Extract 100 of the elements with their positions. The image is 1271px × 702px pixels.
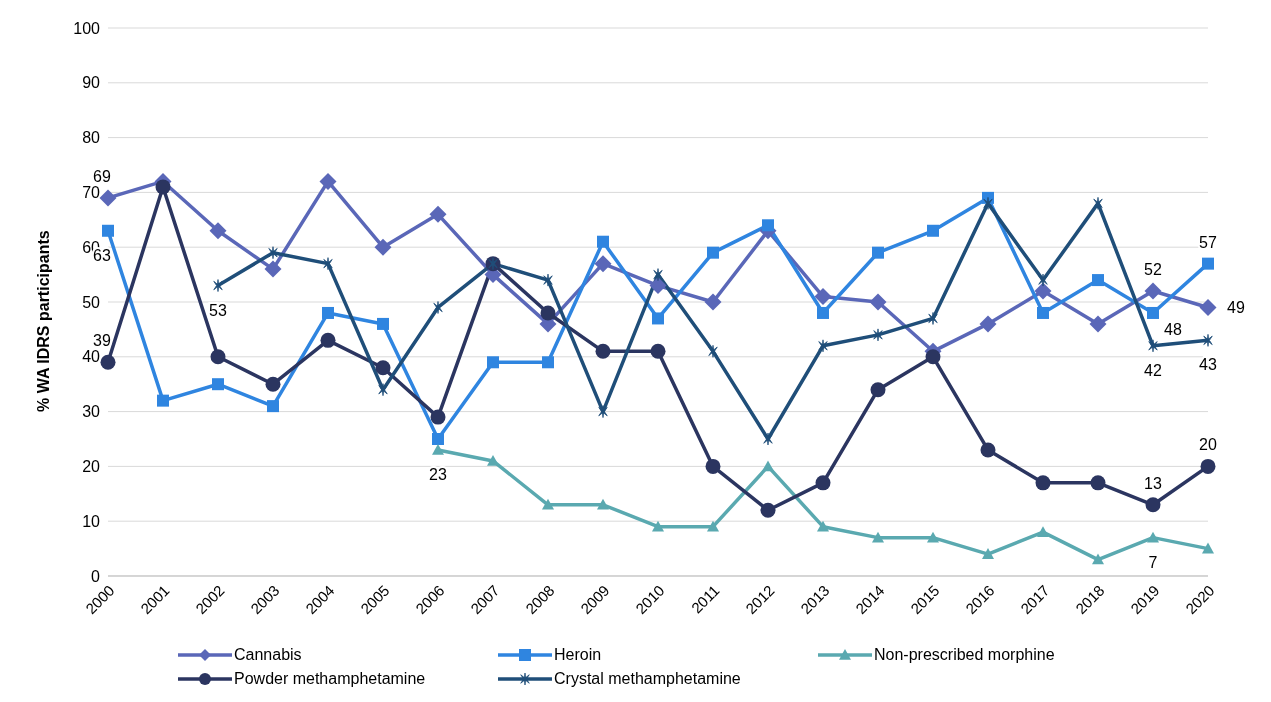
point (1092, 553, 1104, 565)
point (268, 246, 278, 260)
point (1202, 257, 1214, 270)
point (1038, 273, 1048, 287)
y-tick-label: 70 (82, 184, 101, 202)
point (99, 189, 117, 207)
data-label: 20 (1199, 436, 1217, 454)
point (595, 343, 611, 359)
point (100, 354, 116, 370)
point (925, 349, 941, 365)
point (815, 475, 831, 491)
data-label: 53 (209, 301, 227, 319)
data-label: 52 (1144, 261, 1162, 279)
data-label: 39 (93, 332, 111, 350)
point (374, 238, 392, 256)
point (1145, 497, 1161, 513)
point (487, 454, 499, 466)
point (704, 293, 722, 311)
point (1092, 274, 1104, 287)
point (540, 305, 556, 321)
legend-label: Heroin (554, 646, 602, 664)
point (323, 257, 333, 271)
data-label: 57 (1199, 233, 1217, 251)
y-tick-label: 0 (91, 567, 101, 585)
point (870, 382, 886, 398)
point (1148, 339, 1158, 353)
y-tick-label: 50 (82, 293, 101, 311)
point (1037, 526, 1049, 537)
point (432, 443, 444, 455)
point (872, 246, 884, 259)
data-label: 42 (1144, 361, 1162, 379)
point (429, 205, 447, 223)
point (817, 306, 829, 319)
point (319, 172, 337, 190)
point (487, 356, 499, 369)
legend-label: Cannabis (234, 646, 302, 664)
data-label: 23 (429, 465, 447, 483)
point (1203, 333, 1213, 347)
legend-label: Non-prescribed morphine (874, 646, 1055, 664)
point (652, 312, 664, 325)
y-tick-label: 30 (82, 403, 101, 421)
point (375, 360, 391, 376)
point (1199, 298, 1217, 316)
point (705, 458, 721, 474)
point (377, 317, 389, 330)
y-tick-label: 20 (82, 458, 101, 476)
point (432, 433, 444, 445)
point (979, 315, 997, 333)
point (542, 356, 554, 369)
point (157, 394, 169, 407)
point (1090, 475, 1106, 491)
point (1089, 315, 1107, 333)
point (1035, 475, 1051, 491)
legend-label: Crystal methamphetamine (554, 670, 741, 688)
point (210, 349, 226, 365)
point (1144, 282, 1162, 300)
point (213, 279, 223, 292)
point (543, 273, 553, 287)
point (650, 343, 666, 359)
point (1034, 282, 1052, 300)
point (649, 277, 667, 295)
y-tick-label: 100 (73, 19, 101, 37)
point (102, 224, 114, 237)
data-label: 49 (1227, 299, 1245, 317)
point (818, 339, 828, 353)
point (983, 196, 993, 210)
point (873, 328, 883, 342)
point (1147, 306, 1159, 319)
y-tick-label: 40 (82, 348, 101, 366)
point (763, 432, 773, 446)
point (320, 332, 336, 348)
point (707, 246, 719, 259)
point (762, 219, 774, 232)
y-tick-label: 80 (82, 129, 101, 147)
point (264, 260, 282, 278)
point (322, 306, 334, 319)
point (433, 301, 443, 314)
y-tick-label: 10 (82, 512, 101, 530)
point (980, 442, 996, 458)
point (928, 312, 938, 325)
point (598, 405, 608, 418)
point (597, 498, 609, 510)
point (209, 222, 227, 240)
y-axis-title: % WA IDRS participants (34, 230, 52, 412)
point (155, 179, 171, 195)
point (1202, 542, 1214, 554)
data-label: 48 (1164, 320, 1182, 338)
point (708, 344, 718, 358)
point (212, 378, 224, 391)
point (762, 460, 774, 472)
point (653, 268, 663, 281)
point (982, 548, 994, 559)
data-label: 43 (1199, 356, 1217, 374)
point (267, 400, 279, 413)
data-label: 13 (1144, 474, 1162, 492)
point (430, 409, 446, 425)
data-label: 7 (1148, 553, 1158, 571)
point (869, 293, 887, 311)
point (1200, 458, 1216, 474)
point (1093, 196, 1103, 210)
